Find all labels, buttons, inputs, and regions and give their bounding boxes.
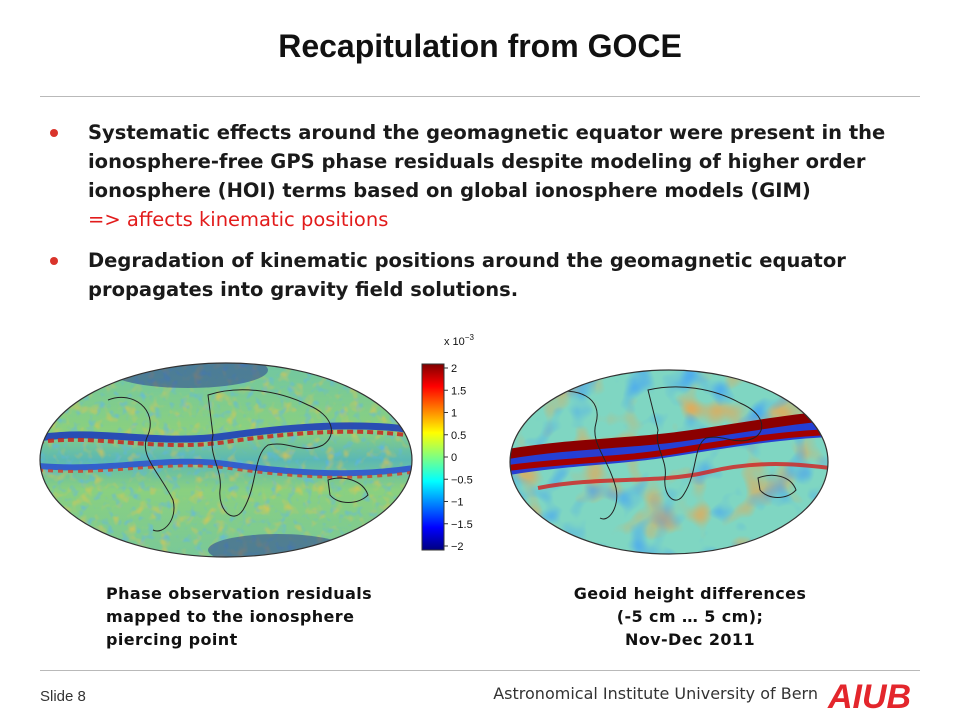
- footer-divider: [40, 670, 920, 671]
- bullet-2-line-2: propagates into gravity field solutions.: [88, 278, 519, 301]
- colorbar-tick-label: 2: [451, 363, 457, 375]
- colorbar-exponent: x 10−3: [444, 333, 474, 348]
- bullet-dot-icon: [50, 257, 58, 265]
- colorbar-tick-label: 1: [451, 408, 457, 420]
- colorbar-tick-label: 1.5: [451, 385, 466, 397]
- bullet-2-line-1: Degradation of kinematic positions aroun…: [88, 249, 846, 272]
- bullet-dot-icon: [50, 129, 58, 137]
- colorbar-tick-label: −1: [451, 497, 464, 509]
- bullet-item-1: Systematic effects around the geomagneti…: [48, 118, 928, 234]
- right-caption: Geoid height differences (-5 cm … 5 cm);…: [520, 582, 860, 651]
- bullet-list: Systematic effects around the geomagneti…: [48, 118, 928, 316]
- bullet-1-line-1: Systematic effects around the geomagneti…: [88, 121, 886, 144]
- bullet-1-highlight: => affects kinematic positions: [88, 208, 389, 231]
- slide-title: Recapitulation from GOCE: [278, 28, 682, 64]
- bullet-1-line-2: ionosphere-free GPS phase residuals desp…: [88, 150, 866, 173]
- left-caption-line-1: Phase observation residuals: [106, 584, 373, 603]
- residuals-map-surface: [40, 363, 412, 557]
- slide-number: Slide 8: [40, 688, 86, 705]
- geoid-map: [509, 369, 829, 555]
- title-divider: [40, 96, 920, 97]
- colorbar-gradient: [421, 363, 445, 551]
- bullet-item-2: Degradation of kinematic positions aroun…: [48, 246, 928, 304]
- geoid-map-surface: [510, 370, 828, 554]
- right-caption-line-1: Geoid height differences: [573, 584, 807, 603]
- colorbar-tick-label: 0: [451, 452, 457, 464]
- aiub-logo-text: AIUB: [827, 678, 911, 715]
- colorbar-tick-label: −1.5: [451, 519, 473, 531]
- institute-name: Astronomical Institute University of Ber…: [493, 684, 818, 703]
- bullet-1-line-3: ionosphere (HOI) terms based on global i…: [88, 179, 811, 202]
- left-caption-line-3: piercing point: [106, 630, 238, 649]
- residuals-map: [39, 362, 413, 558]
- left-caption: Phase observation residuals mapped to th…: [106, 582, 426, 651]
- colorbar-tick-label: 0.5: [451, 430, 466, 442]
- left-caption-line-2: mapped to the ionosphere: [106, 607, 355, 626]
- right-caption-line-2: (-5 cm … 5 cm);: [616, 607, 764, 626]
- right-caption-line-3: Nov-Dec 2011: [625, 630, 755, 649]
- colorbar-tick-label: −0.5: [451, 474, 473, 486]
- aiub-logo: AIUB: [827, 678, 911, 715]
- colorbar: x 10−3 2 1.5 1 0.5 0 −0.5 −1 −1.5 −2: [421, 333, 474, 553]
- colorbar-tick-label: −2: [451, 541, 464, 553]
- colorbar-ticks: 2 1.5 1 0.5 0 −0.5 −1 −1.5 −2: [444, 363, 473, 553]
